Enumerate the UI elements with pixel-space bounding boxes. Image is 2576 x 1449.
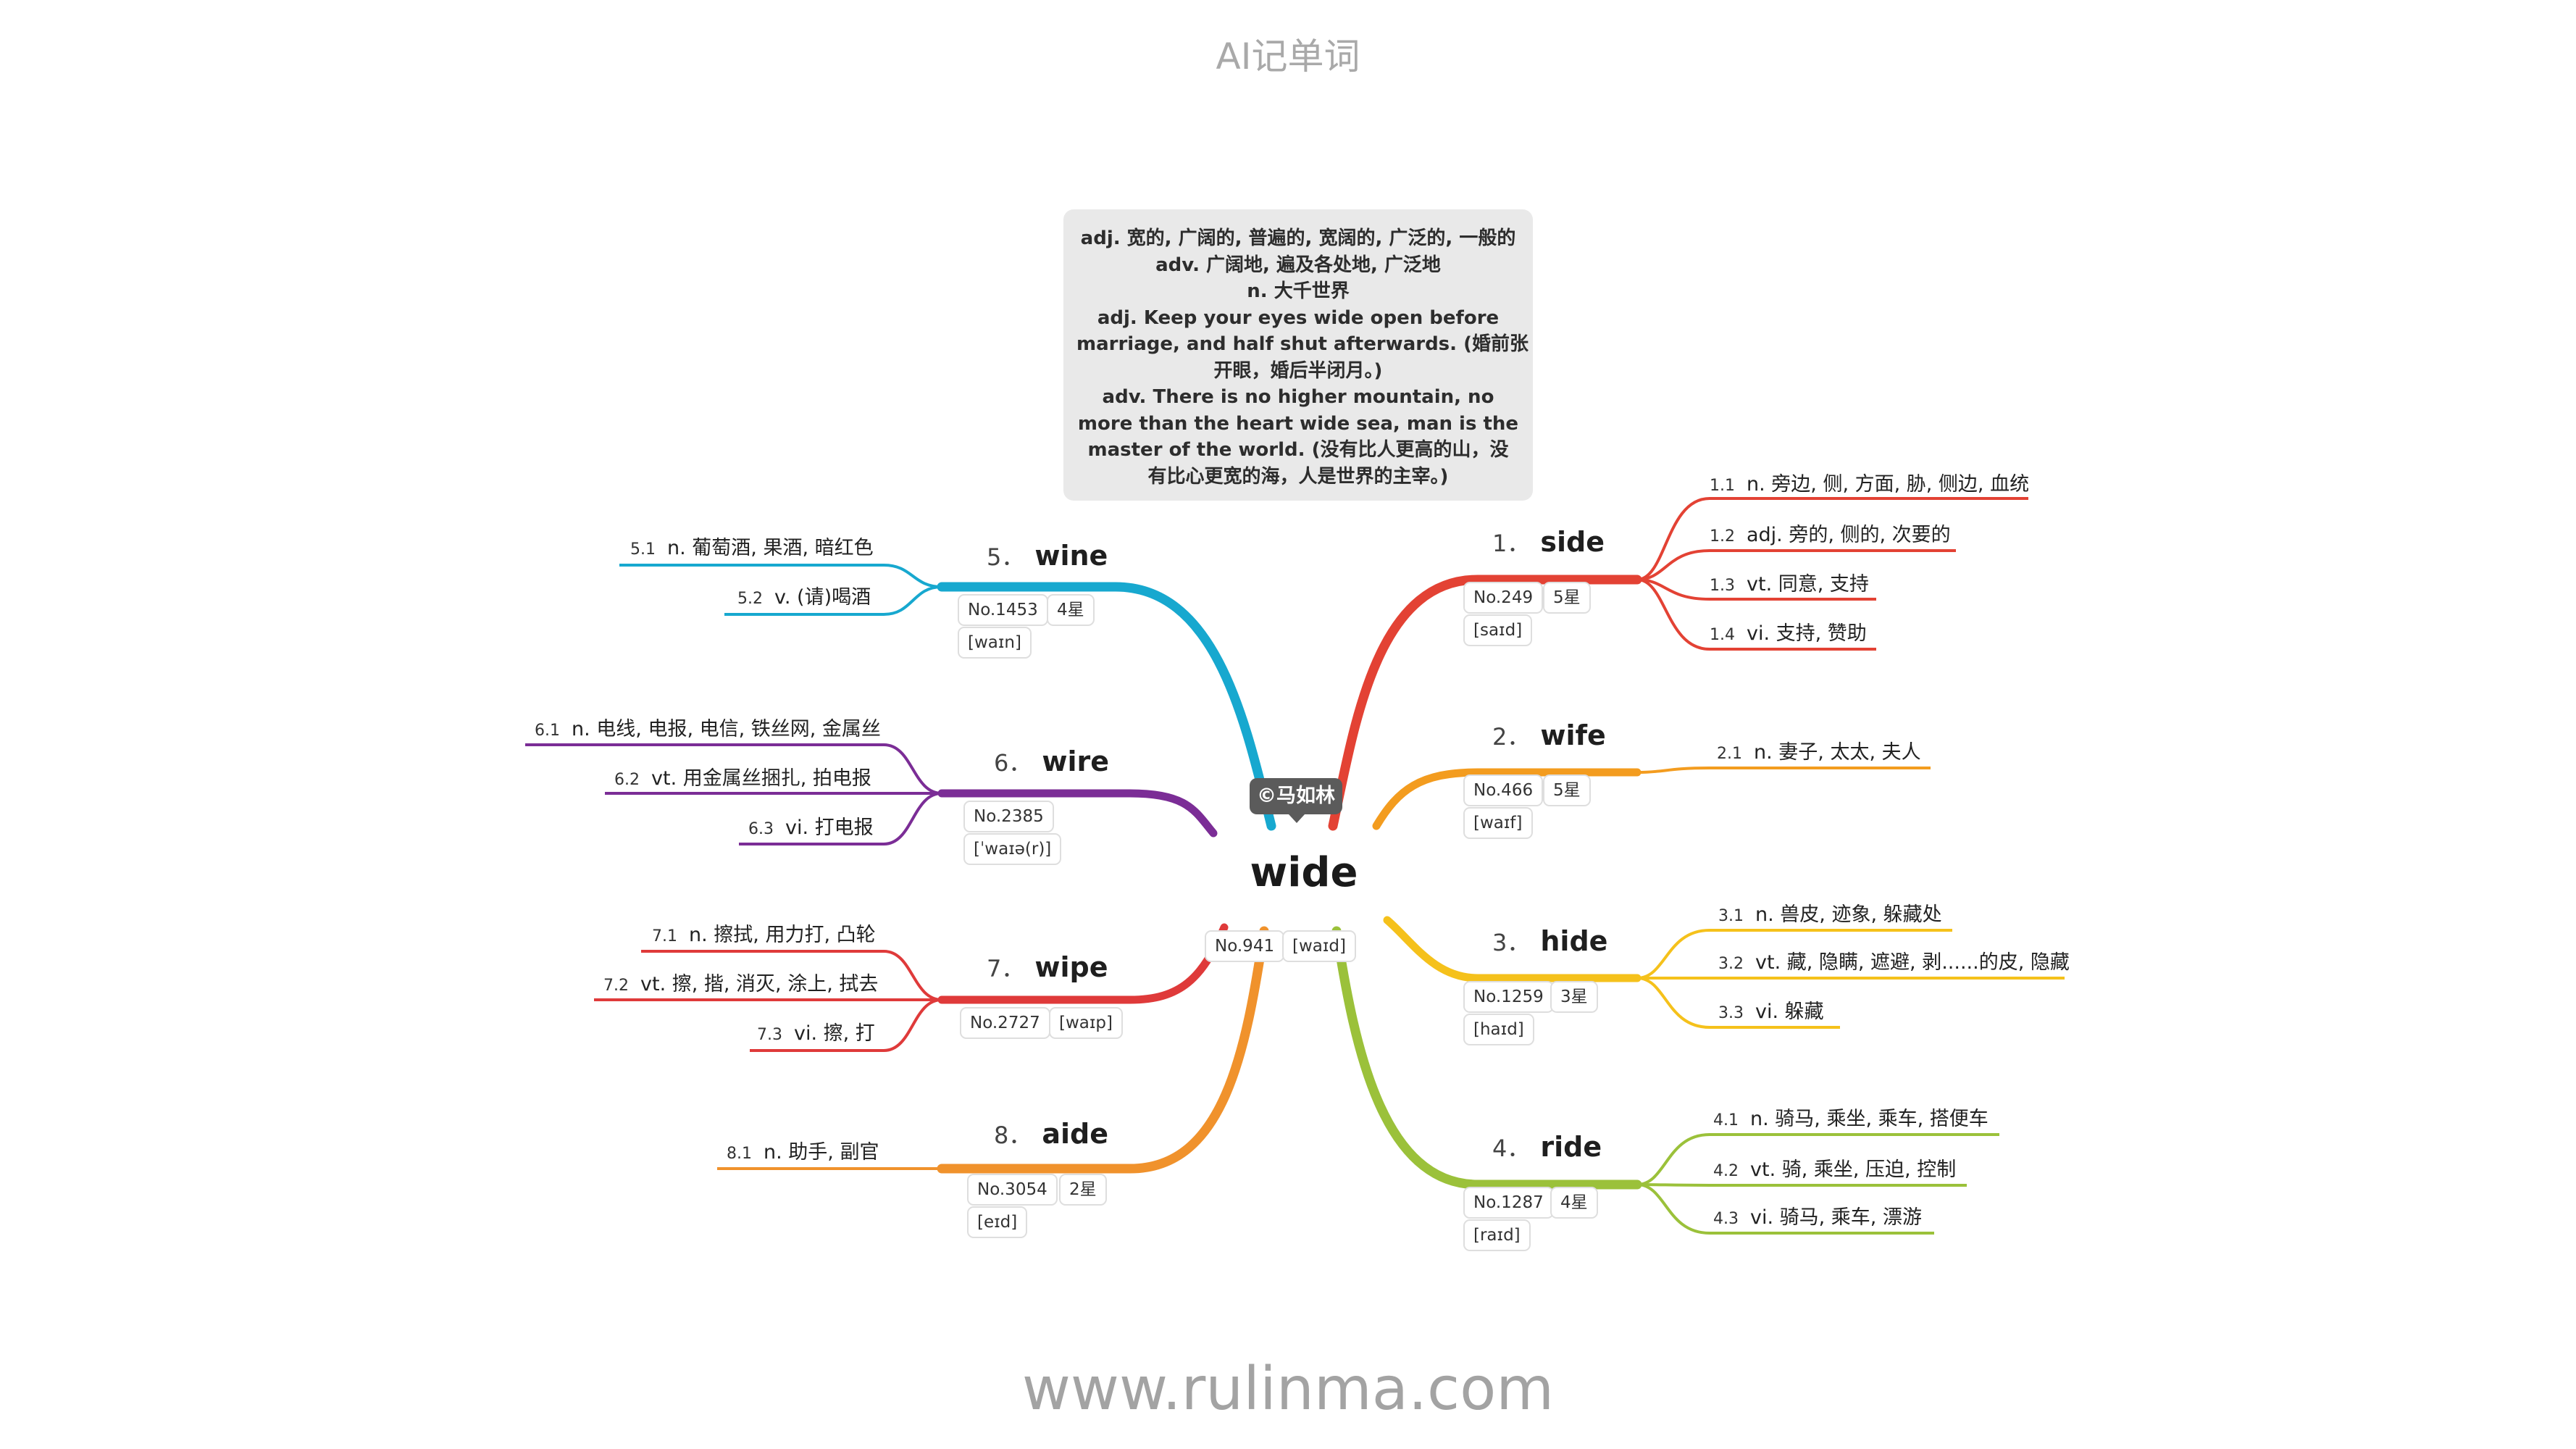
node-star-tag: 5星	[1543, 774, 1591, 806]
node-ipa-tag: [raɪd]	[1463, 1219, 1531, 1251]
node-number: 7．	[987, 955, 1025, 982]
app-title: AI记单词	[1216, 36, 1360, 78]
node-star-tag: 4星	[1550, 1187, 1598, 1219]
node-number: 1．	[1492, 530, 1531, 557]
definition-box: adj. 宽的, 广阔的, 普遍的, 宽阔的, 广泛的, 一般的 adv. 广阔…	[1063, 209, 1533, 501]
sense-item[interactable]: 1.2 adj. 旁的, 侧的, 次要的	[1710, 524, 1951, 546]
branch-wife	[1372, 768, 1642, 830]
node-number: 3．	[1492, 929, 1531, 956]
node-word: wire	[1042, 746, 1110, 777]
node-word: side	[1540, 526, 1605, 558]
node-number: 5．	[987, 543, 1025, 571]
definition-line: adv. 广阔地, 遍及各处地, 广泛地	[1155, 254, 1441, 276]
node-side-title[interactable]: 1． side	[1492, 525, 1605, 559]
definition-line: 开眼，婚后半闭月。)	[1213, 359, 1383, 382]
node-no-tag: No.249	[1463, 582, 1544, 614]
sense-item[interactable]: 4.2 vt. 骑, 乘坐, 压迫, 控制	[1713, 1158, 1957, 1181]
node-ipa-tag: [waɪn]	[958, 627, 1032, 659]
center-word[interactable]: wide	[1250, 849, 1358, 896]
sense-item[interactable]: 3.3 vi. 躲藏	[1718, 1001, 1824, 1023]
center-ipa-tag: [waɪd]	[1282, 930, 1356, 962]
node-ipa-tag: [eɪd]	[967, 1206, 1028, 1238]
node-no-tag: No.466	[1463, 774, 1544, 806]
node-word: wipe	[1034, 951, 1108, 983]
branch-side	[1328, 575, 1642, 831]
node-word: wine	[1034, 540, 1108, 572]
node-number: 8．	[994, 1122, 1032, 1149]
node-no-tag: No.1287	[1463, 1187, 1554, 1219]
sense-item[interactable]: 6.3 vi. 打电报	[748, 817, 874, 839]
sense-item[interactable]: 6.2 vt. 用金属丝捆扎, 拍电报	[614, 767, 871, 790]
sense-item[interactable]: 1.1 n. 旁边, 侧, 方面, 胁, 侧边, 血统	[1710, 473, 2030, 496]
node-ipa-tag: [saɪd]	[1463, 614, 1533, 646]
node-number: 2．	[1492, 723, 1531, 751]
node-wine-title[interactable]: 5． wine	[987, 539, 1108, 572]
node-word: hide	[1540, 925, 1608, 957]
sense-item[interactable]: 1.3 vt. 同意, 支持	[1710, 573, 1869, 596]
node-wipe-title[interactable]: 7． wipe	[987, 951, 1108, 984]
node-word: wife	[1540, 719, 1606, 751]
sense-item[interactable]: 6.1 n. 电线, 电报, 电信, 铁丝网, 金属丝	[535, 718, 881, 740]
node-star-tag: 5星	[1543, 582, 1591, 614]
copyright-badge: ©马如林	[1250, 778, 1342, 823]
node-ipa-tag: [waɪp]	[1049, 1007, 1123, 1039]
branch-wire	[937, 789, 1218, 838]
node-ride-title[interactable]: 4． ride	[1492, 1130, 1602, 1164]
sense-item[interactable]: 7.3 vi. 擦, 打	[757, 1022, 875, 1045]
definition-line: more than the heart wide sea, man is the	[1077, 412, 1519, 435]
node-star-tag: 2星	[1059, 1174, 1107, 1206]
node-no-tag: No.3054	[967, 1174, 1058, 1206]
sense-item[interactable]: 7.2 vt. 擦, 揩, 消灭, 涂上, 拭去	[603, 973, 879, 995]
node-number: 4．	[1492, 1135, 1531, 1162]
branch-aide	[937, 926, 1269, 1174]
definition-line: adv. There is no higher mountain, no	[1102, 386, 1494, 408]
node-hide-title[interactable]: 3． hide	[1492, 924, 1607, 958]
sense-item[interactable]: 2.1 n. 妻子, 太太, 夫人	[1717, 741, 1921, 764]
node-ipa-tag: [ˈwaɪə(r)]	[963, 833, 1062, 865]
node-number: 6．	[994, 749, 1032, 777]
node-star-tag: 3星	[1550, 981, 1598, 1013]
sense-item[interactable]: 8.1 n. 助手, 副官	[727, 1141, 879, 1164]
node-ipa-tag: [haɪd]	[1463, 1014, 1534, 1045]
sense-item[interactable]: 1.4 vi. 支持, 赞助	[1710, 622, 1867, 645]
definition-line: n. 大千世界	[1247, 280, 1350, 302]
branch-ride	[1331, 926, 1642, 1190]
sense-item[interactable]: 5.2 v. (请)喝酒	[737, 586, 871, 609]
node-word: ride	[1540, 1131, 1602, 1163]
node-wire-title[interactable]: 6． wire	[994, 745, 1109, 778]
node-aide-title[interactable]: 8． aide	[994, 1117, 1108, 1151]
node-ipa-tag: [waɪf]	[1463, 807, 1533, 839]
branch-hide	[1383, 916, 1642, 982]
definition-line: 有比心更宽的海，人是世界的主宰。)	[1147, 465, 1449, 488]
sense-item[interactable]: 4.3 vi. 骑马, 乘车, 漂游	[1713, 1206, 1922, 1229]
node-word: aide	[1042, 1118, 1109, 1150]
definition-line: master of the world. (没有比人更高的山，没	[1087, 439, 1509, 461]
definition-line: adj. Keep your eyes wide open before	[1097, 306, 1500, 329]
node-no-tag: No.1453	[958, 594, 1048, 626]
sense-item[interactable]: 7.1 n. 擦拭, 用力打, 凸轮	[652, 924, 876, 946]
node-no-tag: No.2385	[963, 801, 1054, 832]
node-star-tag: 4星	[1047, 594, 1095, 626]
node-no-tag: No.1259	[1463, 981, 1554, 1013]
definition-line: adj. 宽的, 广阔的, 普遍的, 宽阔的, 广泛的, 一般的	[1080, 227, 1516, 249]
sense-item[interactable]: 5.1 n. 葡萄酒, 果酒, 暗红色	[630, 537, 874, 559]
sense-item[interactable]: 4.1 n. 骑马, 乘坐, 乘车, 搭便车	[1713, 1108, 1989, 1130]
sense-item[interactable]: 3.2 vt. 藏, 隐瞒, 遮避, 剥......的皮, 隐藏	[1718, 951, 2070, 974]
website-footer[interactable]: www.rulinma.com	[1021, 1355, 1555, 1424]
node-no-tag: No.2727	[960, 1007, 1050, 1039]
center-no-tag: No.941	[1205, 930, 1285, 962]
definition-line: marriage, and half shut afterwards. (婚前张	[1076, 333, 1529, 355]
node-wife-title[interactable]: 2． wife	[1492, 719, 1606, 752]
sense-item[interactable]: 3.1 n. 兽皮, 迹象, 躲藏处	[1718, 903, 1942, 926]
